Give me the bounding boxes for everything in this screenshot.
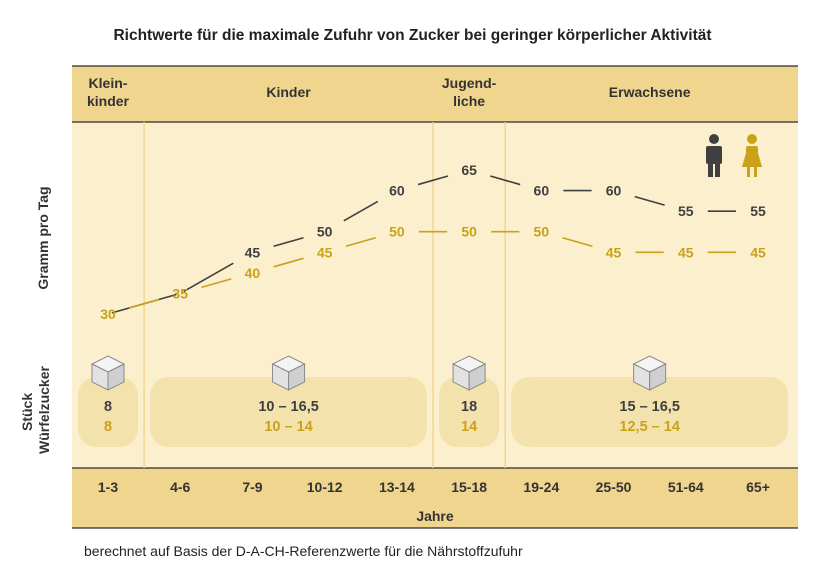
x-tick-label: 4-6 <box>170 479 190 495</box>
data-label-female: 50 <box>461 224 477 240</box>
data-label-male: 55 <box>750 203 766 219</box>
series-line-female-segment <box>273 257 304 268</box>
y-axis-label: Gramm pro Tag <box>35 186 51 289</box>
group-label-line: Klein- <box>89 75 128 91</box>
sugar-cube-axis-label-line-2: Würfelzucker <box>36 365 52 453</box>
data-label-male: 55 <box>678 203 694 219</box>
x-tick-label: 65+ <box>746 479 770 495</box>
sugar-cube-value-male: 15 – 16,5 <box>619 399 679 415</box>
data-label-male: 60 <box>606 183 622 199</box>
sugar-cube-icon <box>451 355 487 391</box>
series-line-male-segment <box>273 236 304 248</box>
group-label: Klein-kinder <box>87 75 130 109</box>
sugar-cube-value-female: 8 <box>104 419 112 435</box>
group-label-line: Kinder <box>266 84 311 100</box>
sugar-cube-box <box>511 377 788 447</box>
chart-panel <box>72 66 798 528</box>
group-label-line: kinder <box>87 93 130 109</box>
sugar-cube-value-female: 10 – 14 <box>264 419 312 435</box>
sugar-cube-value-female: 14 <box>461 419 477 435</box>
data-label-male: 60 <box>534 183 550 199</box>
group-label-line: Jugend- <box>442 75 497 91</box>
data-label-female: 45 <box>678 244 694 260</box>
series-line-female-segment <box>345 236 376 248</box>
group-header-band <box>72 66 798 122</box>
x-tick-label: 25-50 <box>596 479 632 495</box>
sugar-cube-box <box>78 377 138 447</box>
male-person-icon <box>706 134 722 177</box>
x-tick-label: 7-9 <box>242 479 262 495</box>
series-line-male-segment <box>634 195 665 206</box>
sugar-cube-icon <box>632 355 667 391</box>
x-tick-label: 10-12 <box>307 479 343 495</box>
sugar-cube-axis-label: Stück Würfelzucker <box>19 365 52 453</box>
sugar-cube-icon <box>271 355 306 391</box>
data-label-female: 30 <box>100 306 116 322</box>
sugar-cube-box <box>439 377 500 447</box>
x-tick-label: 1-3 <box>98 479 118 495</box>
sugar-cube-axis-label-line-1: Stück <box>19 393 35 431</box>
x-tick-label: 15-18 <box>451 479 487 495</box>
x-tick-label: 13-14 <box>379 479 415 495</box>
female-person-icon <box>742 134 762 177</box>
data-label-female: 50 <box>534 224 550 240</box>
data-label-female: 45 <box>317 244 333 260</box>
series-line-male-segment <box>183 262 234 293</box>
sugar-cube-value-female: 12,5 – 14 <box>619 419 679 435</box>
data-label-female: 40 <box>245 265 261 281</box>
group-label-line: liche <box>453 93 485 109</box>
group-label-line: Erwachsene <box>609 84 691 100</box>
x-tick-label: 51-64 <box>668 479 704 495</box>
data-label-female: 50 <box>389 224 405 240</box>
series-line-male-segment <box>417 175 449 186</box>
sugar-cube-value-male: 10 – 16,5 <box>258 399 318 415</box>
data-label-male: 65 <box>461 162 477 178</box>
data-label-male: 50 <box>317 224 333 240</box>
data-label-male: 45 <box>245 244 261 260</box>
series-line-female-segment <box>562 236 593 248</box>
sugar-cube-value-male: 18 <box>461 399 477 415</box>
data-label-female: 35 <box>172 285 188 301</box>
chart-title: Richtwerte für die maximale Zufuhr von Z… <box>113 27 712 44</box>
group-label: Kinder <box>266 84 311 100</box>
series-line-female-segment <box>201 278 232 289</box>
group-label: Erwachsene <box>609 84 691 100</box>
series-line-male-segment <box>490 175 521 186</box>
series-line-male-segment <box>343 200 379 222</box>
data-label-female: 45 <box>750 244 766 260</box>
data-label-male: 60 <box>389 183 405 199</box>
sugar-cube-value-male: 8 <box>104 399 112 415</box>
group-label: Jugend-liche <box>442 75 497 109</box>
sugar-cube-icon <box>90 355 126 391</box>
x-axis-band <box>72 468 798 528</box>
sugar-cube-box <box>150 377 427 447</box>
footnote: berechnet auf Basis der D-A-CH-Referenzw… <box>84 543 523 559</box>
data-label-female: 45 <box>606 244 622 260</box>
x-tick-label: 19-24 <box>523 479 559 495</box>
x-axis-label: Jahre <box>416 508 454 524</box>
series-line-female-segment <box>128 298 160 309</box>
